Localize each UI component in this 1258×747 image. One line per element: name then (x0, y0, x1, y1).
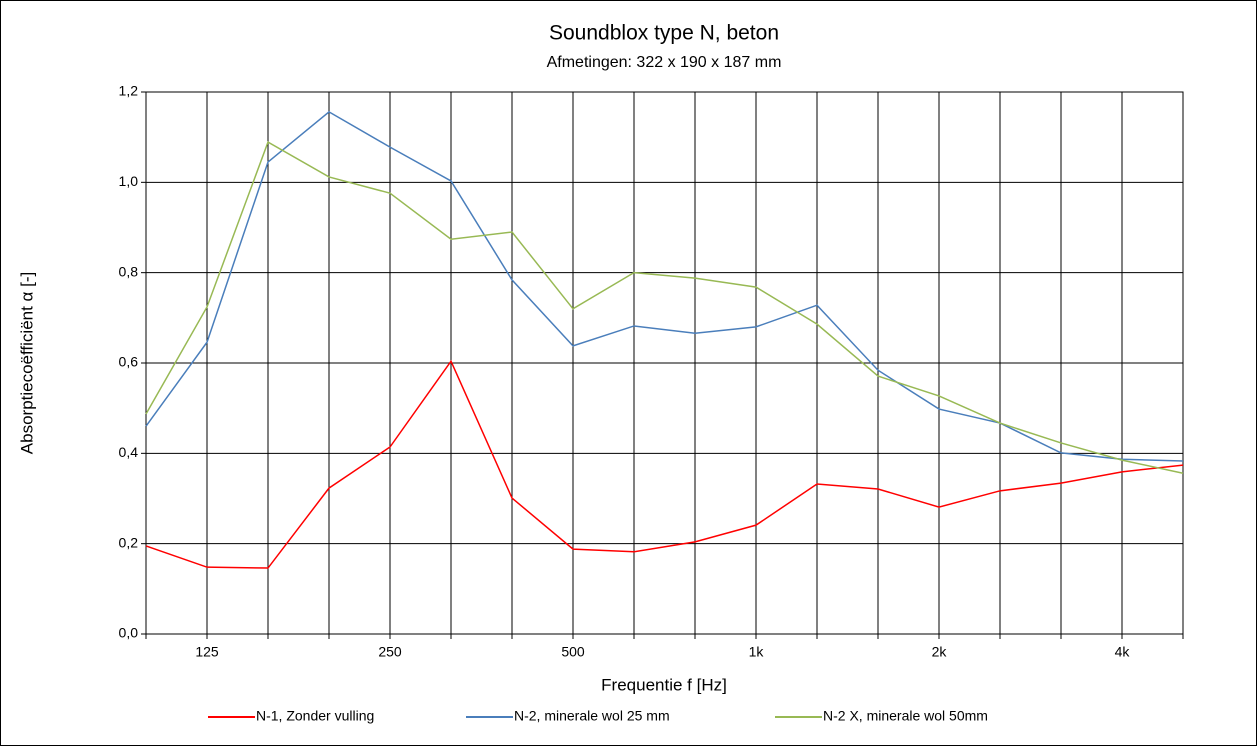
plot-border (145, 91, 1184, 635)
data-line (145, 110, 1184, 462)
legend-label: N-1, Zonder vulling (256, 708, 374, 724)
chart-subtitle: Afmetingen: 322 x 190 x 187 mm (547, 54, 782, 71)
x-tick-label: 4k (1115, 644, 1131, 660)
x-axis-label: Frequentie f [Hz] (601, 675, 727, 694)
data-line (145, 359, 1184, 569)
legend-label: N-2 X, minerale wol 50mm (823, 708, 988, 724)
x-tick-label: 2k (932, 644, 948, 660)
data-line (145, 141, 1184, 474)
legend-label: N-2, minerale wol 25 mm (514, 708, 670, 724)
x-tick-label: 250 (378, 644, 402, 660)
x-tick-label: 125 (195, 644, 219, 660)
chart-title: Soundblox type N, beton (549, 22, 779, 45)
y-tick-label: 0,2 (119, 534, 139, 550)
y-tick-label: 0,8 (119, 263, 139, 279)
x-tick-label: 1k (749, 644, 765, 660)
y-tick-label: 0,4 (119, 444, 139, 460)
x-tick-label: 500 (561, 644, 585, 660)
y-tick-label: 1,2 (119, 83, 139, 99)
y-tick-label: 1,0 (119, 173, 139, 189)
y-axis-label: Absorptiecoëfficiënt α [-] (17, 272, 36, 454)
y-tick-label: 0,0 (119, 625, 139, 641)
y-tick-label: 0,6 (119, 354, 139, 370)
